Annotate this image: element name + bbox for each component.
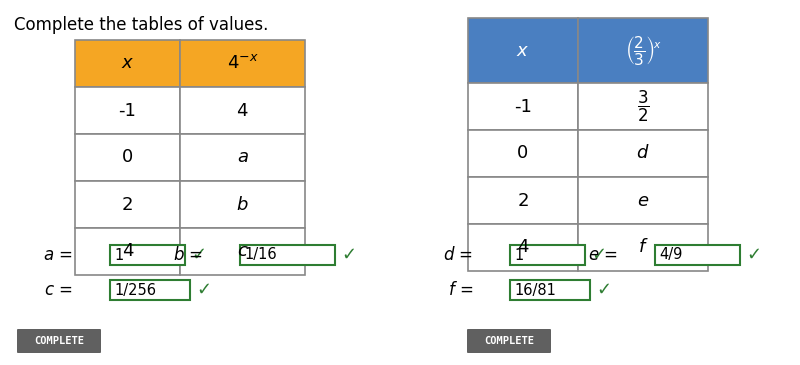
Text: ✓: ✓ bbox=[196, 281, 211, 299]
Text: ✓: ✓ bbox=[596, 281, 611, 299]
Text: 16/81: 16/81 bbox=[514, 283, 556, 297]
Text: 4: 4 bbox=[122, 242, 134, 261]
Bar bbox=[180, 134, 305, 181]
Text: ✓: ✓ bbox=[591, 246, 606, 264]
Bar bbox=[578, 18, 708, 83]
Bar bbox=[180, 228, 305, 275]
Text: $\dfrac{3}{2}$: $\dfrac{3}{2}$ bbox=[637, 89, 650, 124]
Text: 1/16: 1/16 bbox=[244, 247, 277, 262]
Bar bbox=[578, 130, 708, 177]
Bar bbox=[655, 245, 740, 265]
Bar bbox=[110, 280, 190, 300]
Text: $e$ =: $e$ = bbox=[588, 246, 618, 264]
Bar bbox=[180, 87, 305, 134]
Text: $c$ =: $c$ = bbox=[45, 281, 73, 299]
Text: $b$ =: $b$ = bbox=[173, 246, 203, 264]
Bar bbox=[75, 87, 180, 134]
Text: 0: 0 bbox=[518, 145, 529, 162]
Bar bbox=[180, 181, 305, 228]
Text: -1: -1 bbox=[514, 97, 532, 115]
Bar bbox=[180, 40, 305, 87]
Text: $\left(\dfrac{2}{3}\right)^{\!x}$: $\left(\dfrac{2}{3}\right)^{\!x}$ bbox=[625, 34, 662, 67]
Text: $f$ =: $f$ = bbox=[448, 281, 473, 299]
Text: $e$: $e$ bbox=[637, 192, 649, 210]
Bar bbox=[578, 83, 708, 130]
Text: 1: 1 bbox=[114, 247, 123, 262]
Text: $c$: $c$ bbox=[237, 242, 248, 261]
Text: 4: 4 bbox=[518, 238, 529, 257]
Text: 2: 2 bbox=[518, 192, 529, 210]
Bar bbox=[110, 245, 185, 265]
Bar bbox=[468, 18, 578, 83]
Text: 0: 0 bbox=[122, 149, 133, 166]
Bar bbox=[75, 40, 180, 87]
Bar bbox=[240, 245, 335, 265]
Bar bbox=[75, 228, 180, 275]
Bar bbox=[75, 181, 180, 228]
Text: ✓: ✓ bbox=[191, 246, 206, 264]
Text: 1/256: 1/256 bbox=[114, 283, 156, 297]
Text: $d$ =: $d$ = bbox=[443, 246, 473, 264]
Text: $a$: $a$ bbox=[237, 149, 249, 166]
FancyBboxPatch shape bbox=[467, 329, 551, 353]
Bar bbox=[468, 83, 578, 130]
Text: 2: 2 bbox=[122, 196, 134, 214]
Text: ✓: ✓ bbox=[341, 246, 356, 264]
Text: $b$: $b$ bbox=[236, 196, 249, 214]
Text: 4/9: 4/9 bbox=[659, 247, 682, 262]
Text: $4$: $4$ bbox=[236, 101, 249, 119]
Text: $a$ =: $a$ = bbox=[43, 246, 73, 264]
Text: 1: 1 bbox=[514, 247, 523, 262]
Bar bbox=[468, 224, 578, 271]
Text: $f$: $f$ bbox=[638, 238, 648, 257]
Bar bbox=[468, 177, 578, 224]
Bar bbox=[510, 280, 590, 300]
FancyBboxPatch shape bbox=[17, 329, 101, 353]
Text: Complete the tables of values.: Complete the tables of values. bbox=[14, 16, 268, 34]
Text: -1: -1 bbox=[118, 101, 137, 119]
Text: $d$: $d$ bbox=[636, 145, 650, 162]
Bar bbox=[578, 177, 708, 224]
Text: $4^{-x}$: $4^{-x}$ bbox=[226, 54, 258, 73]
Text: COMPLETE: COMPLETE bbox=[484, 336, 534, 346]
Text: COMPLETE: COMPLETE bbox=[34, 336, 84, 346]
Bar bbox=[578, 224, 708, 271]
Bar bbox=[75, 134, 180, 181]
Bar bbox=[468, 130, 578, 177]
Text: $x$: $x$ bbox=[516, 42, 530, 59]
Bar bbox=[510, 245, 585, 265]
Text: ✓: ✓ bbox=[746, 246, 761, 264]
Text: $x$: $x$ bbox=[121, 54, 134, 73]
